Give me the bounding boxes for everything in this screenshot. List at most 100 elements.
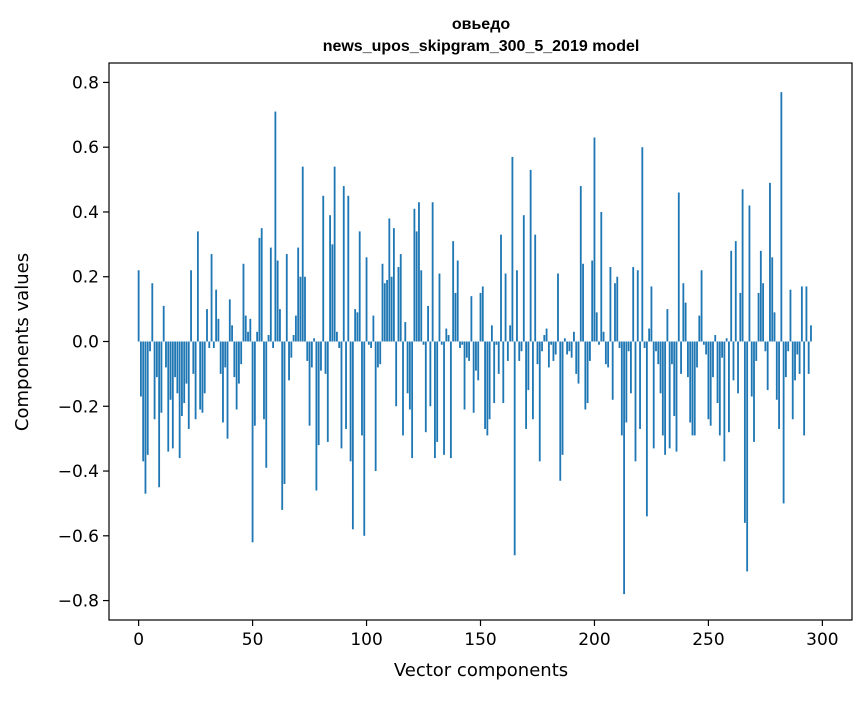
bar <box>520 341 523 352</box>
bar <box>272 341 275 348</box>
bar <box>383 283 386 342</box>
bar <box>577 341 580 384</box>
bar <box>746 341 749 572</box>
y-tick-label: 0.0 <box>72 333 99 353</box>
bar <box>693 341 696 436</box>
bar <box>481 286 484 342</box>
bar <box>657 341 660 365</box>
bar <box>149 341 151 352</box>
bar <box>461 341 464 345</box>
bar <box>297 247 300 342</box>
bar <box>741 189 744 342</box>
bar <box>244 315 247 342</box>
x-tick-label: 50 <box>242 630 264 650</box>
bar <box>424 341 427 433</box>
bar <box>422 341 425 345</box>
bar <box>178 341 181 459</box>
bar <box>591 260 594 342</box>
bar <box>602 331 605 342</box>
bar <box>513 341 516 556</box>
bar <box>787 341 790 352</box>
bar <box>475 341 477 371</box>
bar <box>650 286 653 342</box>
bar <box>258 237 261 342</box>
bar <box>146 341 149 455</box>
bar <box>659 341 662 394</box>
bar <box>212 341 215 348</box>
bar <box>712 341 714 378</box>
bar <box>233 341 236 378</box>
y-tick-label: −0.2 <box>58 397 99 417</box>
bar <box>810 325 812 342</box>
bar <box>709 341 712 426</box>
bar <box>545 328 548 342</box>
bar <box>397 267 400 342</box>
bar <box>689 341 692 423</box>
bar <box>151 283 154 342</box>
axes: 0 50 100 150 200 250 300 −0.8 −0.6 −0.4 −0.2 0.0 0.2… <box>58 62 853 650</box>
bar <box>775 341 778 400</box>
bar <box>721 341 723 358</box>
bar <box>532 341 534 420</box>
bar <box>363 341 366 536</box>
bar <box>374 341 377 472</box>
bar <box>588 341 591 361</box>
bar <box>616 276 619 342</box>
bar <box>506 341 509 361</box>
bar <box>260 228 263 342</box>
bar <box>219 341 222 374</box>
bar <box>203 341 206 394</box>
bar <box>443 341 445 455</box>
bar <box>493 341 496 404</box>
bar <box>395 341 398 407</box>
bar <box>479 292 482 342</box>
bar <box>759 250 762 342</box>
bar <box>181 341 183 416</box>
bar <box>215 289 218 342</box>
bar <box>604 341 607 365</box>
bar <box>153 341 156 420</box>
bar <box>762 283 765 342</box>
bar <box>415 231 418 342</box>
bar <box>625 341 628 423</box>
bar <box>534 234 537 342</box>
bar <box>730 250 733 342</box>
bar <box>162 305 165 342</box>
bar <box>586 341 589 404</box>
bar <box>367 341 370 345</box>
bar <box>682 283 685 342</box>
bar <box>190 270 192 342</box>
bar <box>404 322 407 342</box>
bar <box>408 341 411 410</box>
bar <box>326 341 329 442</box>
bar <box>568 341 571 352</box>
y-tick-label: −0.4 <box>58 462 99 482</box>
bar <box>447 335 450 342</box>
bar <box>192 341 195 374</box>
bar <box>766 341 769 391</box>
bar <box>543 335 546 342</box>
bar <box>600 211 603 342</box>
bar <box>253 341 256 426</box>
bar <box>386 279 388 342</box>
bar <box>406 341 409 394</box>
y-tick-label: 0.4 <box>72 203 99 223</box>
bar <box>791 341 794 420</box>
bar <box>714 335 717 342</box>
bar <box>794 341 796 381</box>
bar <box>249 318 252 342</box>
bar <box>584 341 587 410</box>
bar <box>290 341 293 358</box>
bar <box>240 341 243 365</box>
bar <box>304 276 306 342</box>
bar <box>527 341 530 391</box>
bar <box>431 202 434 342</box>
bar <box>358 231 361 342</box>
bar <box>803 341 806 436</box>
bar <box>755 341 758 361</box>
bar <box>465 341 468 358</box>
bar <box>757 292 760 342</box>
bar <box>598 341 600 345</box>
